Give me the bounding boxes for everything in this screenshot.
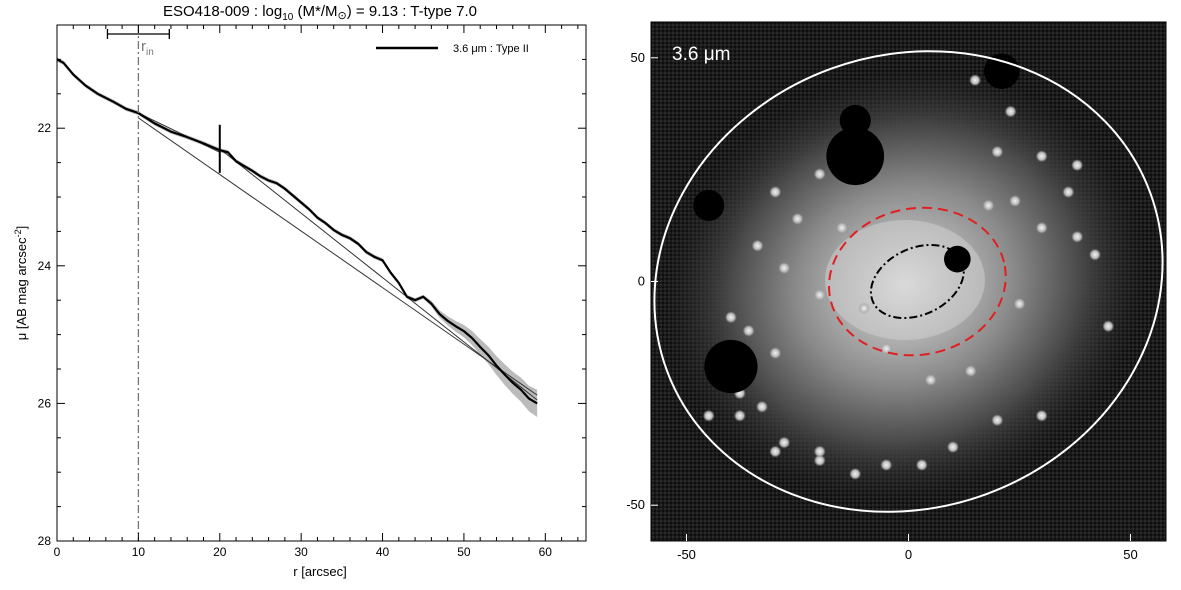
isophote-ellipses	[653, 50, 1164, 513]
image-x-tick-label: 0	[905, 547, 912, 562]
y-tick-label: 26	[38, 396, 52, 410]
chart-title: ESO418-009 : log10 (M*/M⊙) = 9.13 : T-ty…	[163, 3, 477, 23]
hii-knot	[964, 364, 977, 377]
hii-knot	[982, 199, 995, 212]
image-x-tick-label: -50	[677, 547, 696, 562]
y-tick-label: 22	[38, 121, 52, 135]
x-tick-label: 30	[294, 545, 308, 559]
profile-uncertainty-band	[57, 57, 538, 418]
image-panel: -50 0 50 -50 0 50 3.6 μm	[626, 21, 1167, 562]
hii-knot	[1035, 221, 1048, 234]
hii-knot	[742, 324, 755, 337]
r-in-label: rin	[141, 38, 154, 58]
masked-source	[693, 189, 725, 221]
x-tick-label: 0	[54, 545, 61, 559]
hii-knot	[924, 373, 937, 386]
hii-knot	[724, 311, 737, 324]
hii-knot	[755, 400, 768, 413]
x-tick-label: 40	[376, 545, 390, 559]
image-y-tick-label: 0	[638, 274, 645, 289]
hii-knot	[813, 288, 826, 301]
image-y-tick-label: -50	[626, 497, 645, 512]
galaxy-core	[825, 220, 985, 340]
hii-knot	[946, 441, 959, 454]
hii-knot	[1102, 320, 1115, 333]
x-axis-label: r [arcsec]	[293, 564, 346, 579]
hii-knot	[969, 74, 982, 87]
x-tick-label: 20	[213, 545, 227, 559]
masked-source	[704, 339, 758, 394]
hii-knot	[778, 436, 791, 449]
hii-knot	[1013, 297, 1026, 310]
fit-line-0	[138, 112, 220, 153]
ellipse-outer	[653, 50, 1164, 513]
hii-knot	[991, 414, 1004, 427]
legend-label: 3.6 μm : Type II	[453, 43, 529, 55]
y-tick-label: 24	[38, 259, 52, 273]
hii-knot	[791, 212, 804, 225]
hii-knot	[880, 458, 893, 471]
masked-sources	[693, 53, 1020, 394]
hii-knot	[733, 409, 746, 422]
masked-source	[983, 53, 1020, 89]
hii-knot	[1062, 186, 1075, 199]
image-band-label: 3.6 μm	[672, 44, 730, 65]
hii-knot	[849, 467, 862, 480]
ellipse-middle	[828, 206, 1007, 357]
hii-knot	[1071, 159, 1084, 172]
hii-knot	[858, 302, 871, 315]
hii-knot	[769, 445, 782, 458]
hii-knot	[1009, 194, 1022, 207]
y-axis-label: μ [AB mag arcsec-2]	[13, 226, 29, 341]
fit-line-2	[219, 148, 538, 401]
hii-knot	[991, 145, 1004, 158]
image-axis-ticks: -50 0 50 -50 0 50	[626, 50, 1138, 562]
hii-knot	[880, 342, 893, 355]
hii-knot	[702, 409, 715, 422]
star-forming-knots	[702, 74, 1115, 480]
masked-source	[826, 127, 885, 186]
hii-knot	[1071, 230, 1084, 243]
profile-axis-frame	[56, 24, 587, 542]
hii-knot	[1004, 105, 1017, 118]
hii-knot	[751, 239, 764, 252]
x-tick-label: 60	[539, 545, 553, 559]
hii-knot	[813, 454, 826, 467]
masked-source	[839, 104, 871, 136]
x-tick-label: 10	[132, 545, 146, 559]
hii-knot	[813, 168, 826, 181]
hii-knot	[915, 458, 928, 471]
hii-knot	[769, 186, 782, 199]
hii-knot	[769, 347, 782, 360]
image-y-tick-label: 50	[631, 50, 645, 65]
hii-knot	[1035, 409, 1048, 422]
ellipse-inner	[869, 243, 965, 320]
profile-panel: ESO418-009 : log10 (M*/M⊙) = 9.13 : T-ty…	[13, 3, 587, 579]
masked-source	[944, 245, 971, 273]
hii-knot	[778, 262, 791, 275]
profile-axis-ticks: 0 10 20 30 40 50 60 22 24 26 28	[38, 25, 586, 559]
hii-knot	[1035, 150, 1048, 163]
fit-line-1	[138, 117, 538, 396]
hii-knot	[835, 221, 848, 234]
image-x-tick-label: 50	[1123, 547, 1137, 562]
y-tick-label: 28	[38, 534, 52, 548]
profile-plot-area	[57, 25, 538, 541]
profile-line-3.6um	[57, 58, 538, 405]
hii-knot	[1088, 248, 1101, 261]
x-tick-label: 50	[457, 545, 471, 559]
legend: 3.6 μm : Type II	[376, 43, 529, 55]
hii-knot	[813, 445, 826, 458]
